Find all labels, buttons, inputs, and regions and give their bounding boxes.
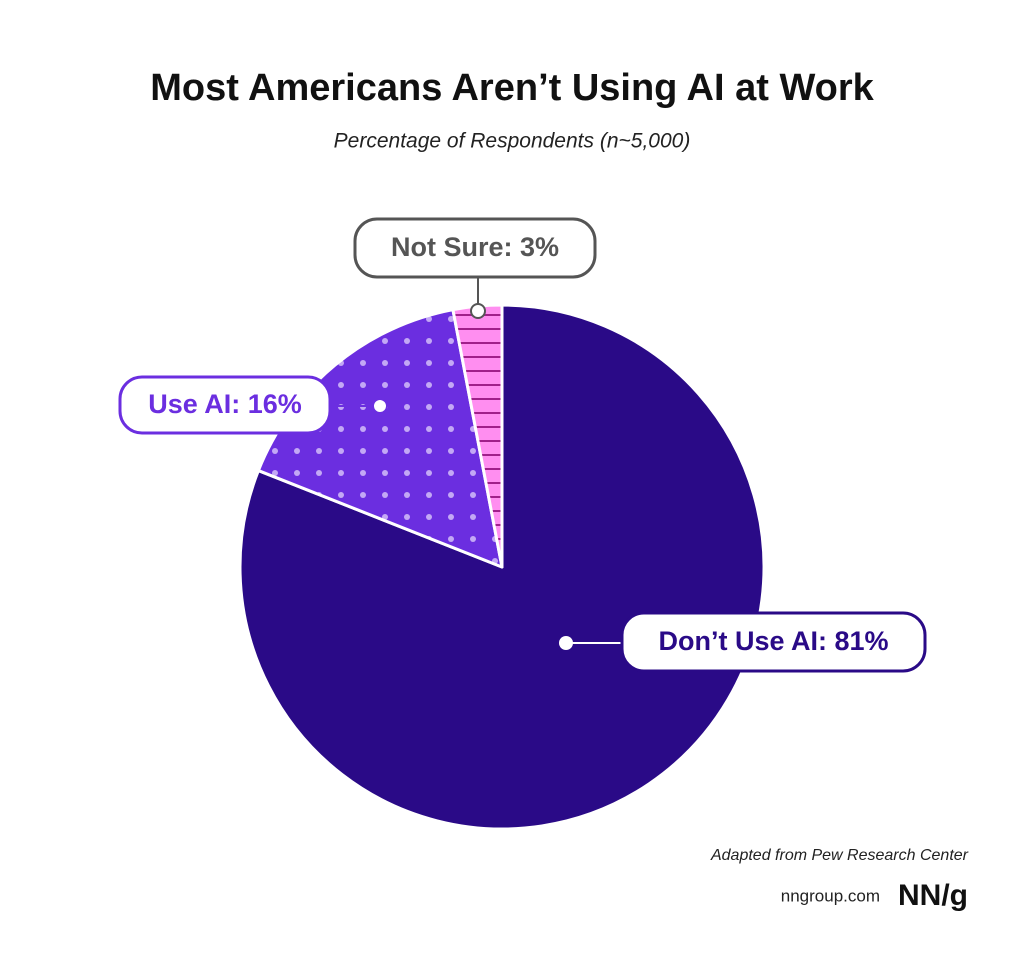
callouts: Don’t Use AI: 81% Use AI: 16% Not Sure: 3%	[118, 217, 927, 673]
chart-title: Most Americans Aren’t Using AI at Work	[150, 67, 874, 109]
callout-dot	[559, 636, 573, 650]
callout-dot	[372, 398, 388, 414]
pie	[238, 303, 766, 831]
callout-box	[118, 375, 332, 435]
callout-dot	[470, 303, 486, 319]
callout-box	[620, 611, 927, 673]
logo: NN/g	[898, 879, 968, 912]
data-label: Use AI: 16%	[148, 389, 302, 419]
data-label: Don’t Use AI: 81%	[658, 626, 888, 656]
chart-subtitle: Percentage of Respondents (n~5,000)	[334, 130, 691, 153]
callout-box	[353, 217, 597, 279]
source: Adapted from Pew Research Center	[710, 847, 969, 864]
website: nngroup.com	[781, 886, 880, 905]
pie-slice	[256, 308, 504, 569]
data-label: Not Sure: 3%	[391, 232, 559, 262]
